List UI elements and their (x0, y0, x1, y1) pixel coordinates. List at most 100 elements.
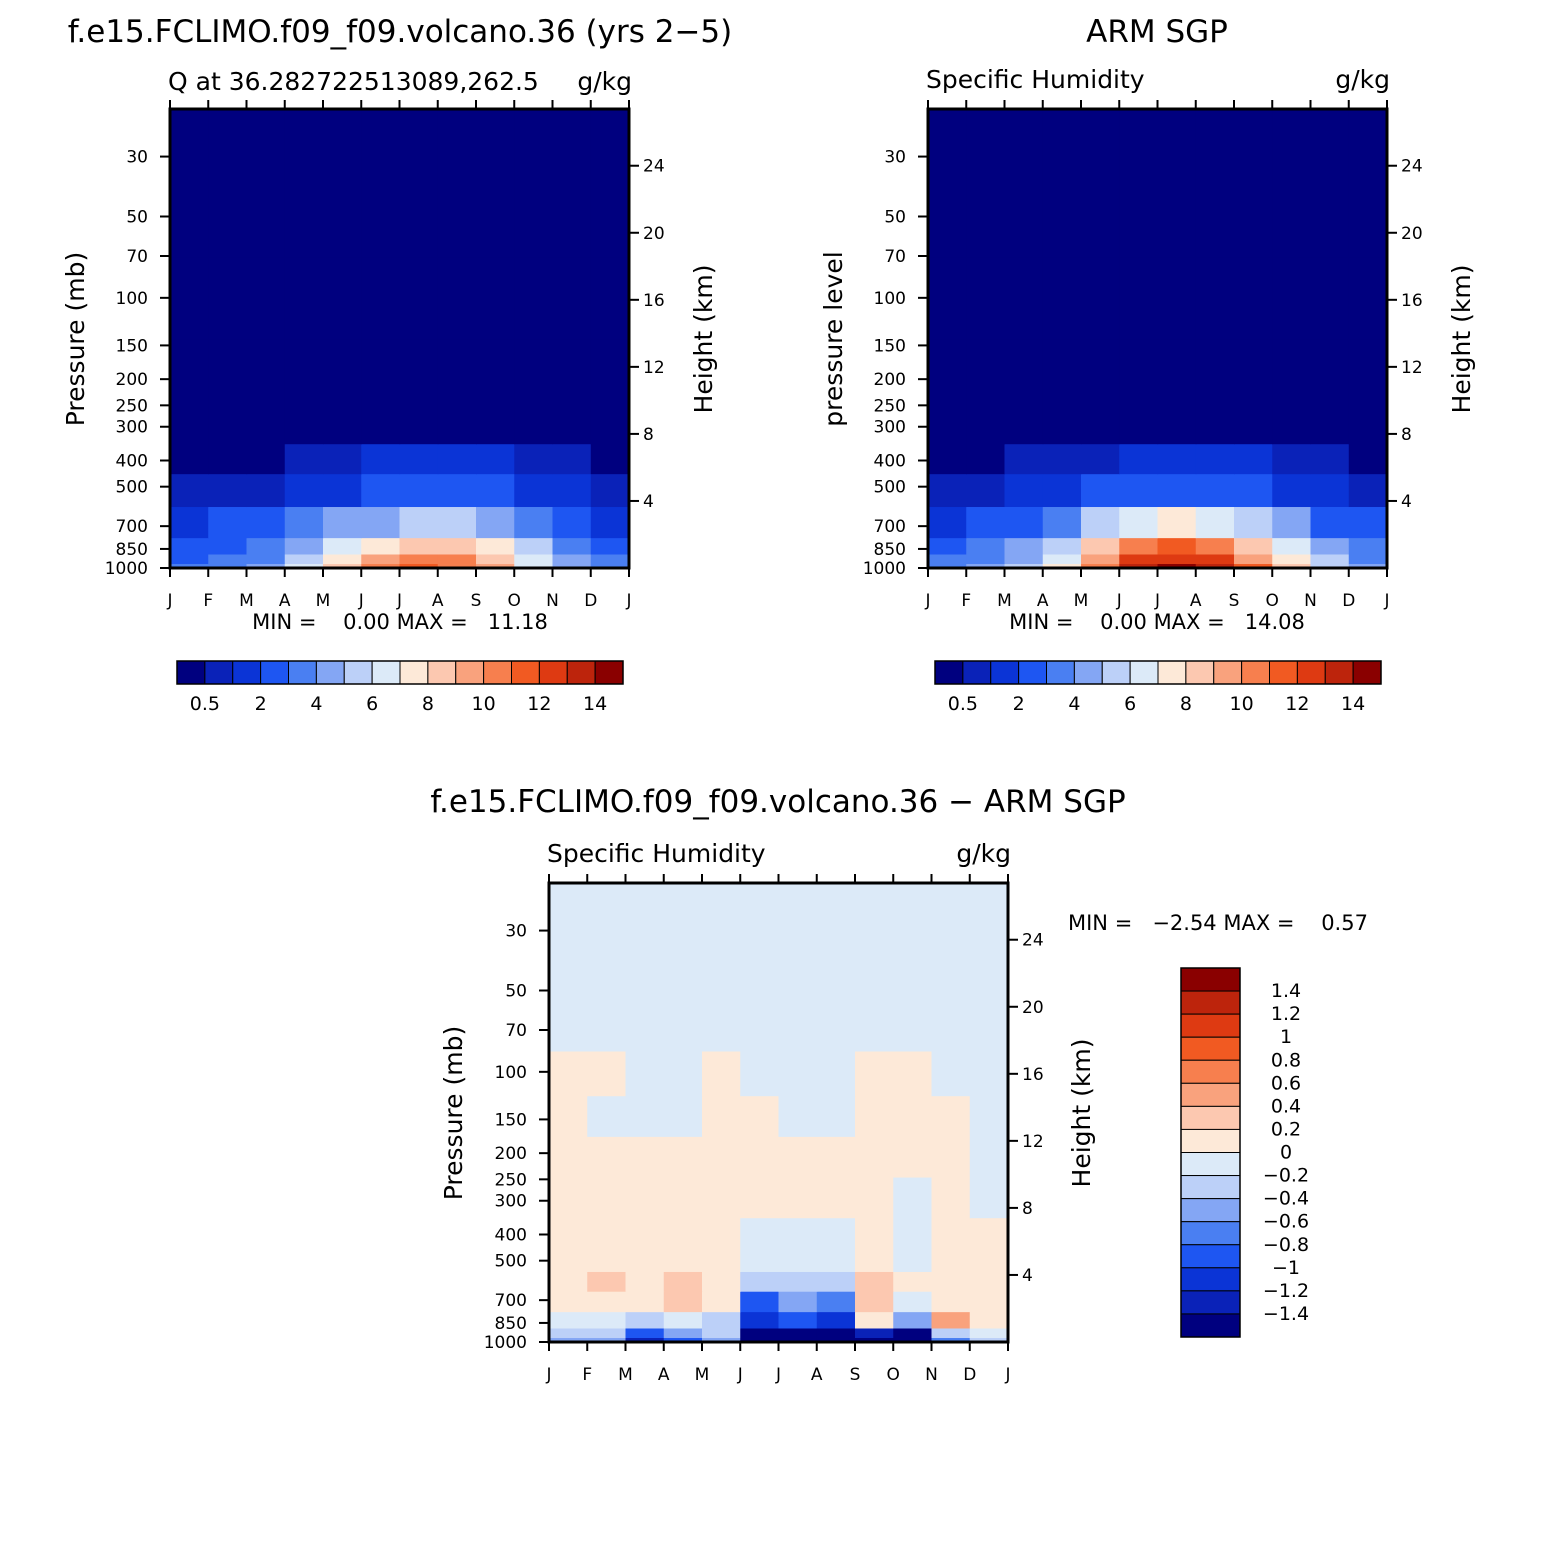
panel-c-colorbar-swatch (1180, 1313, 1241, 1338)
panel-b-x-tick-label: J (1154, 591, 1160, 611)
panel-c-cell (816, 1247, 856, 1272)
panel-a-x-tick-label: J (166, 591, 172, 611)
panel-c-cell (702, 1136, 741, 1178)
panel-c-colorbar-label: 1 (1280, 1026, 1292, 1048)
panel-b-cell (1195, 537, 1235, 555)
panel-c-cell (816, 1337, 856, 1343)
panel-c-cell (893, 1337, 933, 1343)
panel-b-colorbar-swatch (1241, 660, 1271, 685)
panel-b: Specific Humidity g/kg J F M A M J J A S O N D J 30 50… (819, 65, 1476, 715)
panel-c-colorbar-label: 0.2 (1271, 1118, 1301, 1140)
panel-b-cell (1042, 186, 1082, 258)
panel-c-cell (587, 1311, 627, 1329)
panel-c-cell (702, 883, 741, 962)
panel-a-cell (590, 553, 630, 565)
panel-a-cell (323, 402, 362, 445)
panel-b-cell (1081, 537, 1120, 555)
panel-c-cell (549, 1217, 588, 1249)
panel-a-x-tick-label: S (471, 591, 482, 611)
panel-c-colorbar-swatch (1180, 1082, 1241, 1107)
panel-c-cell (702, 1311, 741, 1329)
panel-a-cell (590, 257, 630, 340)
panel-b-colorbar-swatch (1185, 660, 1215, 685)
panel-c-colorbar-swatch (1180, 1221, 1241, 1246)
panel-b-cell (1042, 257, 1082, 340)
panel-a-colorbar-swatch (427, 660, 457, 685)
panel-c-colorbar-label: −1.4 (1263, 1303, 1309, 1325)
panel-a-cell (284, 443, 324, 475)
panel-c-cell (702, 1050, 741, 1097)
panel-c-y2-tick-label: 4 (1022, 1266, 1033, 1286)
panel-b-colorbar-swatch (1269, 660, 1298, 685)
panel-a-cell (437, 553, 477, 565)
panel-c-x-tick-label: J (1004, 1365, 1010, 1385)
panel-b-cell (1004, 186, 1044, 258)
panel-b-cell (1081, 563, 1120, 569)
panel-c-cell (931, 1050, 971, 1097)
panel-c-cell (549, 1327, 588, 1339)
panel-a-cell (208, 186, 248, 258)
panel-c-cell (702, 1327, 741, 1339)
panel-c-y-tick-label: 850 (495, 1314, 527, 1334)
panel-a-cell (323, 506, 362, 539)
panel-a-colorbar-swatch (315, 660, 345, 685)
panel-b-cell (1157, 553, 1197, 565)
panel-a-cell (552, 473, 592, 508)
panel-b-cell (1119, 553, 1159, 565)
panel-c-cell (931, 1311, 971, 1329)
panel-b-cell (928, 553, 967, 565)
panel-b-y-tick-label: 100 (874, 289, 906, 309)
panel-b-y-tick-label: 400 (874, 451, 906, 471)
panel-a-cell (284, 553, 324, 565)
panel-b-units: g/kg (1335, 65, 1390, 94)
panel-b-cell (1195, 553, 1235, 565)
panel-c-cell (931, 1291, 971, 1313)
panel-b-cell (1272, 553, 1312, 565)
panel-c-cell (702, 1271, 741, 1292)
panel-c-cell (778, 1291, 818, 1313)
panel-b-cell (1234, 563, 1273, 569)
panel-b-cell (1310, 553, 1350, 565)
panel-c-cell (625, 960, 665, 1011)
panel-b-y-tick-label: 700 (874, 517, 906, 537)
panel-c-cell (816, 1291, 856, 1313)
panel-c-cell (549, 1136, 588, 1178)
panel-c-y-tick-label: 700 (495, 1291, 527, 1311)
panel-a-cell (323, 257, 362, 340)
panel-a-y2-tick-label: 4 (643, 492, 654, 512)
panel-c-cell (549, 1311, 588, 1329)
panel-a-cell (284, 537, 324, 555)
panel-b-cell (1119, 443, 1159, 475)
panel-a-cell (590, 473, 630, 508)
panel-a-cell (476, 553, 515, 565)
panel-a-cell (361, 473, 401, 508)
panel-b-cell (1234, 338, 1273, 404)
panel-c-x-tick-label: A (811, 1365, 823, 1385)
panel-a-cell (514, 473, 554, 508)
panel-a-cell (208, 563, 248, 569)
panel-a-cell (246, 473, 286, 508)
panel-b-cell (928, 443, 967, 475)
panel-a-cell (246, 186, 286, 258)
panel-c-cell (893, 1217, 933, 1249)
panel-b-colorbar-swatch (990, 660, 1020, 685)
panel-c-colorbar-swatch (1180, 1059, 1241, 1084)
panel-c-y-tick-label: 250 (495, 1170, 527, 1190)
panel-c-cell (549, 1050, 588, 1097)
panel-c-cell (931, 1095, 971, 1137)
panel-a-colorbar-swatch (566, 660, 596, 685)
panel-a-x-tick-label: J (396, 591, 402, 611)
panel-a-cell (246, 257, 286, 340)
panel-a-cell (399, 506, 439, 539)
panel-c-colorbar-label: −1 (1272, 1257, 1300, 1279)
panel-a-y-tick-label: 1000 (105, 559, 148, 579)
panel-a-cell (361, 186, 401, 258)
panel-c-cell (663, 1247, 703, 1272)
panel-b-cell (966, 402, 1006, 445)
panel-a-cell (476, 186, 515, 258)
panel-b-y-tick-label: 300 (874, 418, 906, 438)
panel-b-cell (1081, 186, 1120, 258)
panel-a-colorbar-swatch (483, 660, 513, 685)
panel-b-cell (1272, 186, 1312, 258)
panel-b-cell (1234, 257, 1273, 340)
